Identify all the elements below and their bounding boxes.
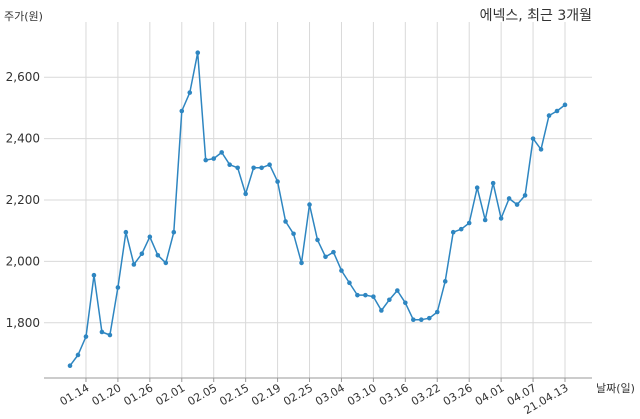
data-point (267, 162, 272, 168)
data-point (482, 217, 488, 223)
x-tick-label: 03.16 (377, 381, 411, 408)
data-point (291, 231, 296, 237)
data-point (123, 229, 129, 235)
data-point (139, 251, 145, 257)
data-point (434, 309, 440, 315)
data-point (179, 108, 185, 114)
chart-title: 에넥스, 최근 3개월 (480, 8, 592, 24)
data-point (522, 193, 528, 198)
data-point (299, 260, 304, 266)
data-point (259, 165, 264, 171)
series-layer (67, 50, 568, 369)
y-tick-label: 2,200 (6, 193, 40, 207)
data-point (562, 102, 568, 108)
data-point (131, 262, 137, 267)
data-point (514, 202, 520, 207)
data-point (363, 292, 368, 298)
x-tick-label: 01.26 (122, 381, 156, 408)
data-point (211, 156, 217, 161)
x-axis-label: 날짜(일) (596, 381, 635, 395)
data-point (275, 179, 280, 184)
data-point (115, 285, 121, 290)
data-point (171, 229, 177, 235)
data-point (315, 237, 320, 243)
grid-layer (44, 22, 592, 382)
data-point (227, 162, 232, 168)
x-tick-label: 02.05 (185, 381, 219, 408)
y-tick-labels: 1,800 2,000 2,200 2,400 2,600 (6, 70, 40, 330)
data-point (203, 157, 209, 163)
data-point (83, 334, 89, 339)
data-point (371, 294, 376, 299)
data-point (506, 196, 512, 201)
data-point (546, 113, 552, 118)
data-point (411, 317, 416, 322)
x-tick-label: 04.01 (473, 381, 507, 408)
data-point (530, 136, 536, 141)
data-point (67, 363, 73, 369)
data-point (155, 252, 161, 258)
x-tick-label: 02.15 (217, 381, 251, 408)
data-point (490, 180, 496, 186)
data-point (474, 185, 480, 191)
y-tick-label: 2,400 (6, 132, 40, 146)
data-point (418, 317, 424, 322)
data-point (387, 297, 392, 303)
data-point (91, 272, 97, 278)
data-point (75, 352, 81, 358)
data-point (450, 229, 456, 235)
y-tick-label: 1,800 (6, 316, 40, 330)
data-point (99, 329, 105, 335)
data-point (251, 165, 256, 171)
data-point (243, 191, 248, 197)
data-point (163, 260, 169, 266)
data-point (195, 50, 201, 55)
data-point (379, 308, 384, 313)
y-tick-label: 2,600 (6, 70, 40, 84)
data-point (403, 300, 408, 306)
data-point (283, 219, 288, 224)
data-point (498, 216, 504, 221)
data-point (347, 280, 352, 286)
x-tick-label: 02.25 (281, 381, 315, 408)
x-tick-label: 03.26 (441, 381, 475, 408)
data-point (107, 332, 113, 338)
x-tick-label: 02.01 (153, 381, 187, 408)
x-tick-label: 01.20 (90, 381, 124, 408)
data-point (307, 202, 312, 207)
data-point (426, 315, 432, 321)
data-point (554, 108, 560, 114)
data-point (442, 279, 448, 284)
data-point (147, 234, 153, 240)
data-point (355, 292, 360, 298)
x-tick-label: 01.14 (58, 381, 92, 408)
data-point (187, 90, 193, 95)
x-tick-labels: 01.1401.2001.2602.0102.0502.1502.1902.25… (58, 381, 571, 417)
data-point (219, 150, 224, 155)
series-line (69, 51, 566, 367)
data-point (235, 165, 240, 171)
x-tick-label: 03.04 (313, 381, 347, 408)
data-point (395, 288, 400, 293)
data-point (466, 220, 472, 226)
data-point (458, 226, 464, 232)
x-tick-label: 02.19 (249, 381, 283, 408)
x-tick-label: 03.10 (345, 381, 379, 408)
data-point (323, 254, 328, 260)
data-point (538, 147, 544, 152)
y-tick-label: 2,000 (6, 254, 40, 268)
data-point (331, 249, 336, 255)
x-tick-label: 03.22 (409, 381, 443, 408)
data-point (339, 268, 344, 273)
y-axis-label: 주가(원) (4, 10, 43, 23)
